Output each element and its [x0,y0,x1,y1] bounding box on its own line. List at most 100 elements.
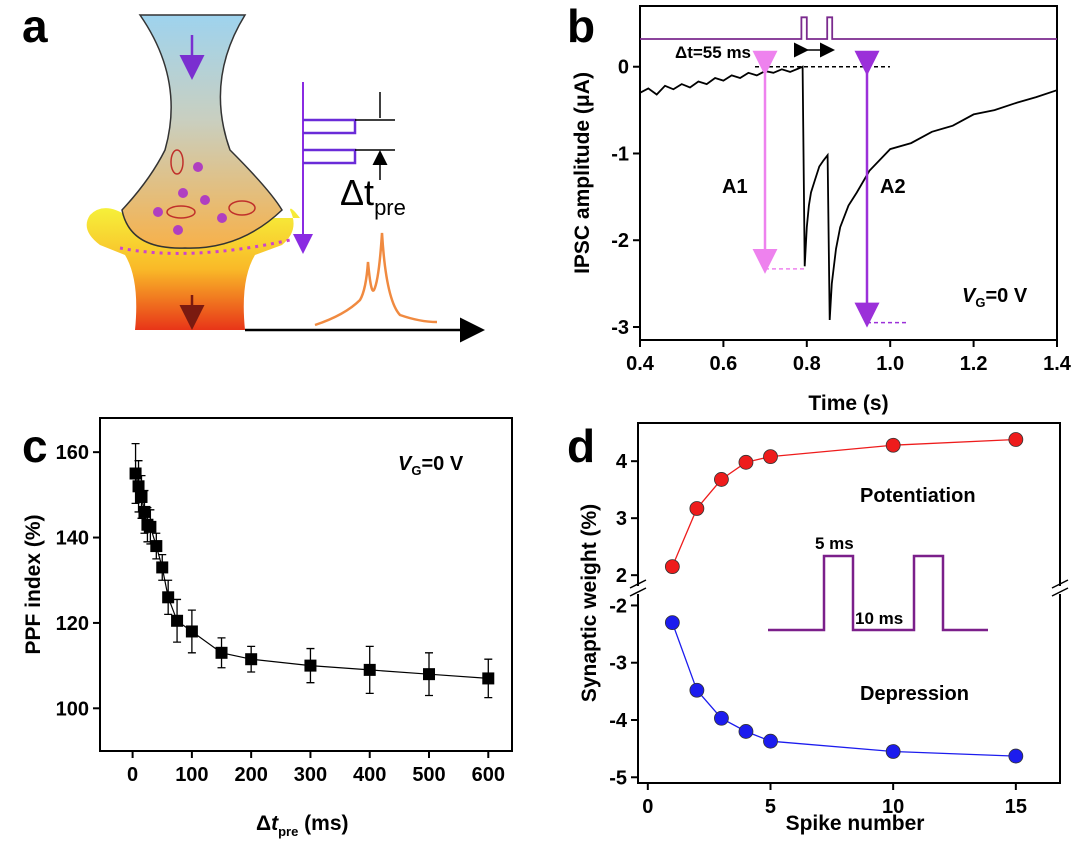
x-tick-label: 300 [294,764,327,786]
point [150,540,163,553]
point [185,625,198,638]
plot-frame [637,422,1061,784]
pulse-gap: 10 ms [855,609,903,628]
point [171,614,184,627]
x-tick-label: 1.2 [960,353,988,375]
x-tick-label: 500 [412,764,445,786]
label-part: (ms) [298,812,348,835]
interval-marker [355,92,395,180]
trace [639,65,1058,321]
y-tick-label: -1 [611,143,629,165]
point [363,663,376,676]
x-tick-label: 0.4 [626,353,655,375]
label-sub: pre [374,195,406,220]
pulse-width: 5 ms [815,534,854,553]
y-axis-title: IPSC amplitude (μA) [571,72,594,274]
plot-frame [99,417,513,752]
point [664,615,680,631]
y-tick-label: -3 [611,317,629,339]
label-part: G [411,463,421,478]
point [156,561,169,574]
label-part: V [398,453,413,475]
point [144,520,157,533]
point [245,653,258,666]
label-part: Δ [256,812,271,835]
x-tick-label: 0 [127,764,138,786]
point [304,659,317,672]
point [423,668,436,681]
panel-label: a [22,0,48,52]
response-curve [314,232,438,327]
y-tick-label: -2 [609,595,627,617]
vesicles [153,162,227,235]
y-tick-label: 0 [618,57,629,79]
point [162,591,175,604]
x-tick-label: 1.0 [876,353,904,375]
axis-break [629,579,1069,597]
x-tick-label: 15 [1005,796,1027,818]
mitochondria [166,149,256,219]
x-axis-title: Time (s) [808,392,888,415]
x-tick-label: 400 [353,764,386,786]
point [738,724,754,739]
presynaptic [121,14,283,249]
diagram: Δtpre [86,14,485,343]
pulse-inset [768,554,988,632]
y-axis-title: PPF index (%) [22,514,45,654]
amplitude-label: A1 [722,176,748,198]
x-tick-label: 0 [642,796,653,818]
point [738,454,754,470]
panel-label: c [22,420,48,472]
label-part: G [975,295,985,310]
interval-label: Δtpre [340,172,406,220]
point [885,437,901,453]
label: VG=0 V [398,453,464,478]
y-tick-label: -2 [611,230,629,252]
point [1008,432,1024,447]
y-tick-label: 140 [56,528,89,550]
y-tick-label: -3 [609,653,627,675]
x-tick-label: 10 [882,796,904,818]
y-tick-label: 4 [616,451,628,473]
point [664,559,680,575]
label-part: =0 V [985,285,1027,307]
point [714,710,729,726]
x-axis-title: Spike number [786,812,925,835]
panel-label: d [567,420,595,472]
y-tick-label: 120 [56,613,89,635]
y-axis-title: Synaptic weight (%) [578,504,601,702]
y-tick-label: -5 [609,767,627,789]
label-part: V [962,285,977,307]
amplitude-label: A2 [880,176,906,198]
point [129,467,142,480]
label-part: t [271,812,279,835]
x-tick-label: 5 [765,796,776,818]
series-label: Depression [860,683,969,705]
label: Δt [340,172,374,213]
series-label: Potentiation [860,485,976,507]
x-tick-label: 100 [175,764,208,786]
y-tick-label: 2 [616,565,627,587]
label: VG=0 V [962,285,1028,310]
y-tick-label: 3 [616,508,627,530]
plot-frame [639,5,1058,341]
panel-label: b [567,0,595,52]
pulses [303,118,357,165]
label-part: pre [278,824,298,839]
y-tick-label: -4 [609,710,628,732]
label-part: =0 V [421,453,463,475]
point [763,733,778,749]
interval-label: Δt=55 ms [675,43,751,62]
point [215,646,228,659]
x-tick-label: 1.4 [1043,353,1072,375]
x-tick-label: 0.6 [709,353,737,375]
point [689,682,705,698]
label: Δtpre (ms) [256,812,349,839]
y-tick-label: 100 [56,698,89,720]
x-tick-label: 0.8 [793,353,821,375]
trace [640,16,1057,40]
y-tick-label: 160 [56,442,89,464]
point [482,672,495,685]
point [1008,748,1024,764]
point [135,490,148,503]
